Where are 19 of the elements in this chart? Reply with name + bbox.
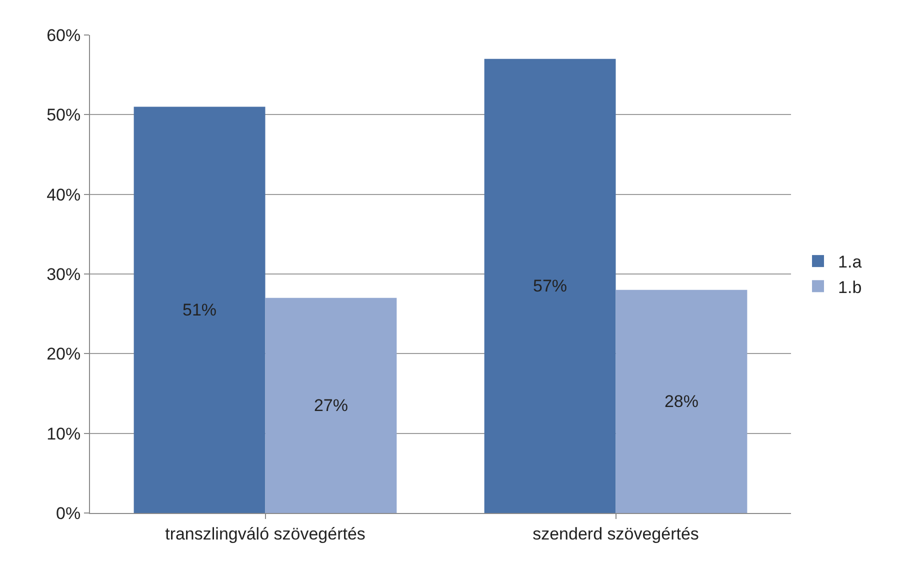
bar: [616, 290, 748, 513]
bar: [484, 58, 616, 513]
data-label: 28%: [664, 392, 698, 411]
x-tick-label: transzlingváló szövegértés: [165, 524, 366, 544]
data-label: 27%: [314, 396, 348, 415]
data-label: 51%: [182, 300, 217, 320]
y-tick-label: 0%: [56, 504, 81, 523]
legend-label: 1.a: [838, 252, 862, 272]
y-tick-label: 60%: [46, 26, 81, 45]
data-label: 57%: [533, 276, 568, 296]
y-tick-label: 40%: [46, 185, 81, 204]
legend-label: 1.b: [838, 278, 862, 297]
y-tick-label: 50%: [46, 106, 81, 125]
x-tick-label: szenderd szövegértés: [532, 524, 699, 544]
bar: [134, 106, 266, 513]
bar: [265, 298, 397, 513]
y-tick-label: 20%: [46, 344, 81, 364]
y-tick-label: 10%: [46, 424, 81, 444]
y-tick-label: 30%: [46, 264, 81, 284]
